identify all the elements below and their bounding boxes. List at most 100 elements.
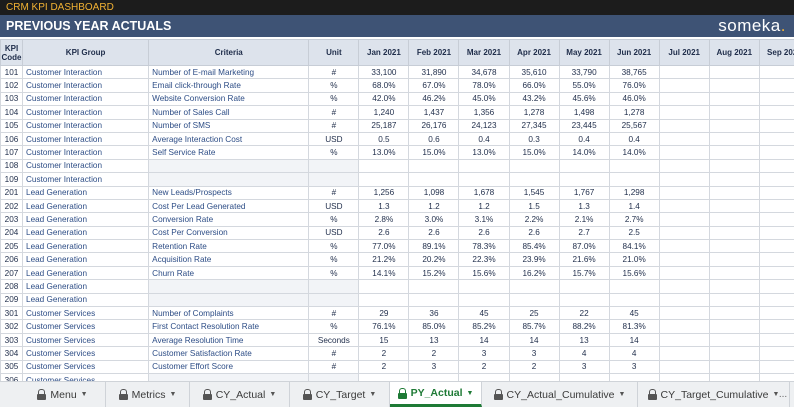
criteria-cell[interactable]: Website Conversion Rate [148, 91, 310, 107]
month-value-cell[interactable]: 1,256 [358, 185, 410, 200]
month-value-cell[interactable]: 85.4% [508, 239, 560, 254]
month-value-cell[interactable] [358, 292, 410, 308]
unit-cell[interactable] [308, 372, 360, 381]
criteria-cell[interactable]: Average Resolution Time [148, 332, 310, 348]
month-value-cell[interactable] [508, 158, 560, 174]
criteria-cell[interactable]: Customer Effort Score [148, 359, 310, 374]
month-value-cell[interactable] [658, 239, 710, 254]
month-value-cell[interactable] [708, 225, 760, 241]
kpi-group-cell[interactable]: Lead Generation [22, 239, 150, 254]
month-value-cell[interactable] [508, 279, 560, 294]
month-value-cell[interactable]: 2.6 [358, 225, 410, 241]
month-value-cell[interactable] [708, 118, 760, 133]
kpi-group-cell[interactable]: Customer Services [22, 306, 150, 321]
month-value-cell[interactable] [608, 279, 660, 294]
month-value-cell[interactable]: 3 [408, 359, 460, 374]
month-value-cell[interactable] [658, 172, 710, 187]
month-value-cell[interactable] [358, 158, 410, 174]
month-value-cell[interactable]: 23,445 [558, 118, 610, 133]
month-value-cell[interactable]: 0.3 [508, 131, 560, 147]
month-value-cell[interactable] [758, 265, 794, 281]
kpi-code-cell[interactable]: 202 [0, 198, 24, 214]
criteria-cell[interactable]: Conversion Rate [148, 212, 310, 227]
month-value-cell[interactable]: 14 [608, 332, 660, 348]
month-value-cell[interactable] [358, 372, 410, 381]
kpi-group-cell[interactable]: Lead Generation [22, 212, 150, 227]
month-value-cell[interactable] [558, 172, 610, 187]
month-value-cell[interactable] [658, 64, 710, 80]
kpi-group-cell[interactable]: Customer Interaction [22, 64, 150, 80]
month-value-cell[interactable]: 15.6% [458, 265, 510, 281]
month-value-cell[interactable] [758, 239, 794, 254]
month-value-cell[interactable]: 13 [408, 332, 460, 348]
kpi-group-cell[interactable]: Customer Interaction [22, 78, 150, 93]
month-value-cell[interactable]: 1.4 [608, 198, 660, 214]
month-value-cell[interactable] [608, 158, 660, 174]
month-value-cell[interactable] [408, 172, 460, 187]
month-value-cell[interactable]: 23.9% [508, 252, 560, 267]
month-value-cell[interactable] [708, 212, 760, 227]
month-value-cell[interactable]: 1,767 [558, 185, 610, 200]
kpi-group-cell[interactable]: Customer Interaction [22, 105, 150, 120]
month-value-cell[interactable] [758, 131, 794, 147]
month-value-cell[interactable] [708, 131, 760, 147]
criteria-cell[interactable]: Average Interaction Cost [148, 131, 310, 147]
month-value-cell[interactable]: 1.3 [558, 198, 610, 214]
kpi-group-cell[interactable]: Customer Services [22, 319, 150, 334]
month-value-cell[interactable]: 3.0% [408, 212, 460, 227]
kpi-group-cell[interactable]: Customer Interaction [22, 118, 150, 133]
unit-cell[interactable]: % [308, 91, 360, 107]
header-month[interactable]: Aug 2021 [708, 39, 760, 66]
month-value-cell[interactable] [708, 319, 760, 334]
month-value-cell[interactable]: 1,098 [408, 185, 460, 200]
month-value-cell[interactable]: 76.1% [358, 319, 410, 334]
month-value-cell[interactable] [758, 78, 794, 93]
month-value-cell[interactable] [708, 372, 760, 381]
month-value-cell[interactable]: 77.0% [358, 239, 410, 254]
month-value-cell[interactable]: 2.1% [558, 212, 610, 227]
month-value-cell[interactable] [658, 359, 710, 374]
unit-cell[interactable]: % [308, 265, 360, 281]
chevron-down-icon[interactable]: ▼ [369, 391, 377, 398]
month-value-cell[interactable] [758, 279, 794, 294]
header-month[interactable]: Feb 2021 [408, 39, 460, 66]
kpi-group-cell[interactable]: Lead Generation [22, 198, 150, 214]
month-value-cell[interactable] [658, 252, 710, 267]
kpi-code-cell[interactable]: 203 [0, 212, 24, 227]
kpi-group-cell[interactable]: Customer Interaction [22, 131, 150, 147]
kpi-code-cell[interactable]: 206 [0, 252, 24, 267]
month-value-cell[interactable]: 1,298 [608, 185, 660, 200]
kpi-code-cell[interactable]: 201 [0, 185, 24, 200]
month-value-cell[interactable]: 2.8% [358, 212, 410, 227]
header-kpi-code[interactable]: KPI Code [0, 39, 24, 66]
month-value-cell[interactable]: 67.0% [408, 78, 460, 93]
month-value-cell[interactable]: 24,123 [458, 118, 510, 133]
month-value-cell[interactable] [558, 279, 610, 294]
unit-cell[interactable]: USD [308, 225, 360, 241]
month-value-cell[interactable]: 22.3% [458, 252, 510, 267]
month-value-cell[interactable]: 3 [558, 359, 610, 374]
month-value-cell[interactable] [658, 279, 710, 294]
month-value-cell[interactable] [758, 372, 794, 381]
criteria-cell[interactable] [148, 372, 310, 381]
month-value-cell[interactable]: 2 [408, 346, 460, 361]
criteria-cell[interactable]: Self Service Rate [148, 145, 310, 160]
unit-cell[interactable]: # [308, 306, 360, 321]
month-value-cell[interactable] [408, 292, 460, 308]
kpi-group-cell[interactable]: Customer Interaction [22, 172, 150, 187]
unit-cell[interactable] [308, 158, 360, 174]
month-value-cell[interactable]: 33,100 [358, 64, 410, 80]
kpi-group-cell[interactable]: Lead Generation [22, 279, 150, 294]
month-value-cell[interactable]: 1,240 [358, 105, 410, 120]
month-value-cell[interactable] [408, 372, 460, 381]
header-month[interactable]: Jan 2021 [358, 39, 410, 66]
header-month[interactable]: Mar 2021 [458, 39, 510, 66]
month-value-cell[interactable] [658, 158, 710, 174]
month-value-cell[interactable]: 21.2% [358, 252, 410, 267]
month-value-cell[interactable]: 13.0% [458, 145, 510, 160]
kpi-code-cell[interactable]: 304 [0, 346, 24, 361]
month-value-cell[interactable]: 55.0% [558, 78, 610, 93]
month-value-cell[interactable] [658, 198, 710, 214]
month-value-cell[interactable] [708, 172, 760, 187]
month-value-cell[interactable] [708, 145, 760, 160]
